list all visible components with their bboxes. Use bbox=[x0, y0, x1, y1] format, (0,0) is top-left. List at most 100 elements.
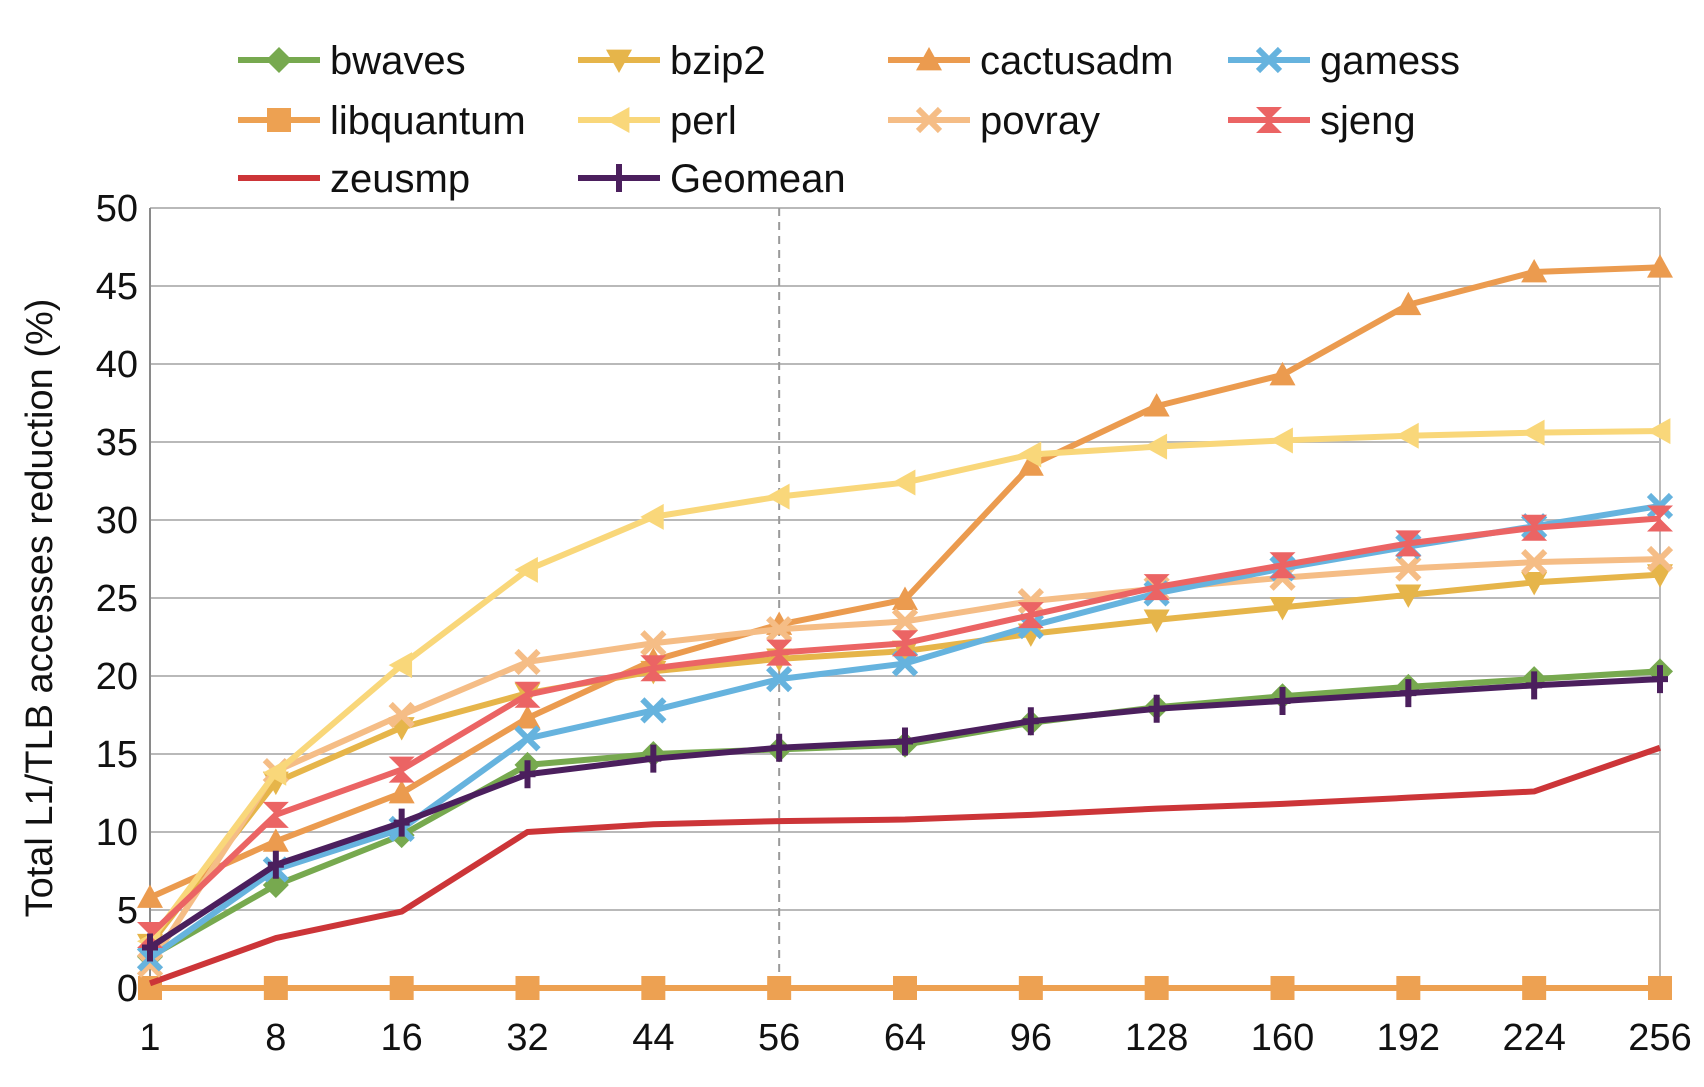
series-bwaves bbox=[137, 658, 1673, 970]
data-point-cactusadm bbox=[1521, 258, 1548, 283]
legend-label: bwaves bbox=[330, 39, 466, 83]
data-point-libquantum bbox=[389, 976, 414, 1000]
series-cactusadm bbox=[137, 254, 1673, 908]
data-point-geomean bbox=[1022, 707, 1039, 736]
legend-label: gamess bbox=[1320, 39, 1460, 83]
data-point-povray bbox=[136, 951, 164, 978]
data-point-cactusadm bbox=[1647, 254, 1673, 278]
data-point-libquantum bbox=[893, 976, 917, 1000]
data-point-cactusadm bbox=[1269, 361, 1296, 386]
legend-label: Geomean bbox=[670, 157, 846, 201]
x-tick-label: 1 bbox=[139, 1017, 160, 1059]
data-point-libquantum bbox=[1648, 976, 1672, 1000]
data-point-libquantum bbox=[767, 976, 792, 1000]
series-sjeng bbox=[137, 505, 1673, 948]
legend-swatch-marker bbox=[266, 47, 292, 73]
legend-label: bzip2 bbox=[670, 39, 766, 83]
data-point-povray bbox=[514, 648, 541, 676]
data-point-sjeng bbox=[1521, 514, 1548, 541]
data-point-povray bbox=[388, 701, 415, 729]
data-point-cactusadm bbox=[1143, 393, 1170, 417]
data-point-gamess bbox=[766, 665, 793, 693]
data-point-perl bbox=[640, 503, 664, 530]
data-point-perl bbox=[1017, 441, 1042, 468]
data-point-geomean bbox=[771, 733, 788, 762]
data-point-sjeng bbox=[766, 639, 793, 666]
data-point-geomean bbox=[1526, 671, 1543, 700]
y-tick-label: 10 bbox=[96, 812, 138, 854]
data-point-sjeng bbox=[892, 630, 918, 657]
y-tick-label: 0 bbox=[117, 968, 138, 1010]
data-point-libquantum bbox=[1144, 976, 1169, 1000]
series-line-bzip2 bbox=[147, 571, 1661, 947]
series-zeusmp bbox=[148, 744, 1661, 987]
x-tick-label: 160 bbox=[1251, 1017, 1314, 1059]
data-point-perl bbox=[262, 759, 287, 786]
x-axis-ticks: 1 8 16 32 44 56 64 96 128 160 192 224 256 bbox=[139, 988, 1692, 1059]
legend-swatch-marker bbox=[1256, 107, 1282, 133]
data-point-sjeng bbox=[1269, 552, 1296, 579]
data-point-bzip2 bbox=[1647, 564, 1673, 588]
y-axis-ticks: 0 5 10 15 20 25 30 35 40 45 50 bbox=[96, 188, 138, 1010]
data-point-cactusadm bbox=[1395, 291, 1422, 316]
data-point-povray bbox=[1521, 548, 1548, 576]
data-point-sjeng bbox=[514, 681, 541, 708]
y-tick-label: 40 bbox=[96, 344, 138, 386]
data-point-libquantum bbox=[1018, 976, 1043, 1000]
series-group bbox=[136, 254, 1674, 1000]
legend-item-cactusadm: cactusadm bbox=[888, 39, 1173, 83]
legend-item-geomean: Geomean bbox=[578, 157, 846, 201]
series-libquantum bbox=[138, 976, 1672, 1000]
data-point-libquantum bbox=[263, 976, 288, 1000]
x-tick-label: 32 bbox=[506, 1017, 548, 1059]
series-line-cactusadm bbox=[148, 264, 1661, 901]
data-point-bzip2 bbox=[1521, 572, 1548, 596]
y-tick-label: 45 bbox=[96, 266, 138, 308]
data-point-cactusadm bbox=[514, 705, 541, 729]
data-point-perl bbox=[1143, 433, 1168, 460]
data-point-perl bbox=[1521, 419, 1545, 446]
legend-swatch-marker bbox=[915, 106, 943, 134]
data-point-geomean bbox=[1400, 679, 1417, 708]
data-point-geomean bbox=[897, 727, 913, 756]
y-tick-label: 5 bbox=[117, 890, 138, 932]
data-point-geomean bbox=[1652, 665, 1668, 694]
y-tick-label: 50 bbox=[96, 188, 138, 230]
data-point-bzip2 bbox=[1269, 596, 1296, 621]
legend-swatch-marker bbox=[1255, 46, 1283, 74]
data-point-geomean bbox=[267, 850, 284, 879]
x-tick-label: 64 bbox=[884, 1017, 926, 1059]
data-point-sjeng bbox=[388, 756, 415, 783]
x-tick-label: 224 bbox=[1502, 1017, 1565, 1059]
legend-item-libquantum: libquantum bbox=[238, 99, 526, 143]
data-point-geomean bbox=[519, 760, 536, 789]
data-point-gamess bbox=[514, 725, 541, 752]
legend-item-povray: povray bbox=[888, 99, 1100, 143]
legend-label: cactusadm bbox=[980, 39, 1173, 83]
data-point-cactusadm bbox=[388, 780, 415, 804]
data-point-libquantum bbox=[1270, 976, 1295, 1000]
y-axis-title: Total L1/TLB accesses reduction (%) bbox=[19, 299, 61, 918]
data-point-cactusadm bbox=[892, 586, 918, 610]
data-point-perl bbox=[892, 469, 916, 496]
data-point-geomean bbox=[645, 744, 662, 773]
y-tick-label: 20 bbox=[96, 656, 138, 698]
data-point-libquantum bbox=[641, 976, 666, 1000]
legend-item-sjeng: sjeng bbox=[1228, 99, 1416, 143]
data-point-perl bbox=[766, 483, 790, 510]
legend-label: sjeng bbox=[1320, 99, 1416, 143]
data-point-cactusadm bbox=[137, 884, 163, 908]
x-tick-label: 192 bbox=[1377, 1017, 1440, 1059]
data-point-sjeng bbox=[1395, 530, 1422, 557]
x-tick-label: 128 bbox=[1125, 1017, 1188, 1059]
data-point-sjeng bbox=[1647, 505, 1673, 532]
data-point-perl bbox=[514, 556, 538, 583]
data-point-geomean bbox=[1274, 686, 1291, 715]
data-point-cactusadm bbox=[262, 828, 289, 852]
series-povray bbox=[136, 545, 1674, 978]
data-point-povray bbox=[891, 608, 919, 635]
x-tick-label: 8 bbox=[265, 1017, 286, 1059]
y-tick-label: 15 bbox=[96, 734, 138, 776]
data-point-libquantum bbox=[1396, 976, 1421, 1000]
x-tick-label: 16 bbox=[381, 1017, 423, 1059]
